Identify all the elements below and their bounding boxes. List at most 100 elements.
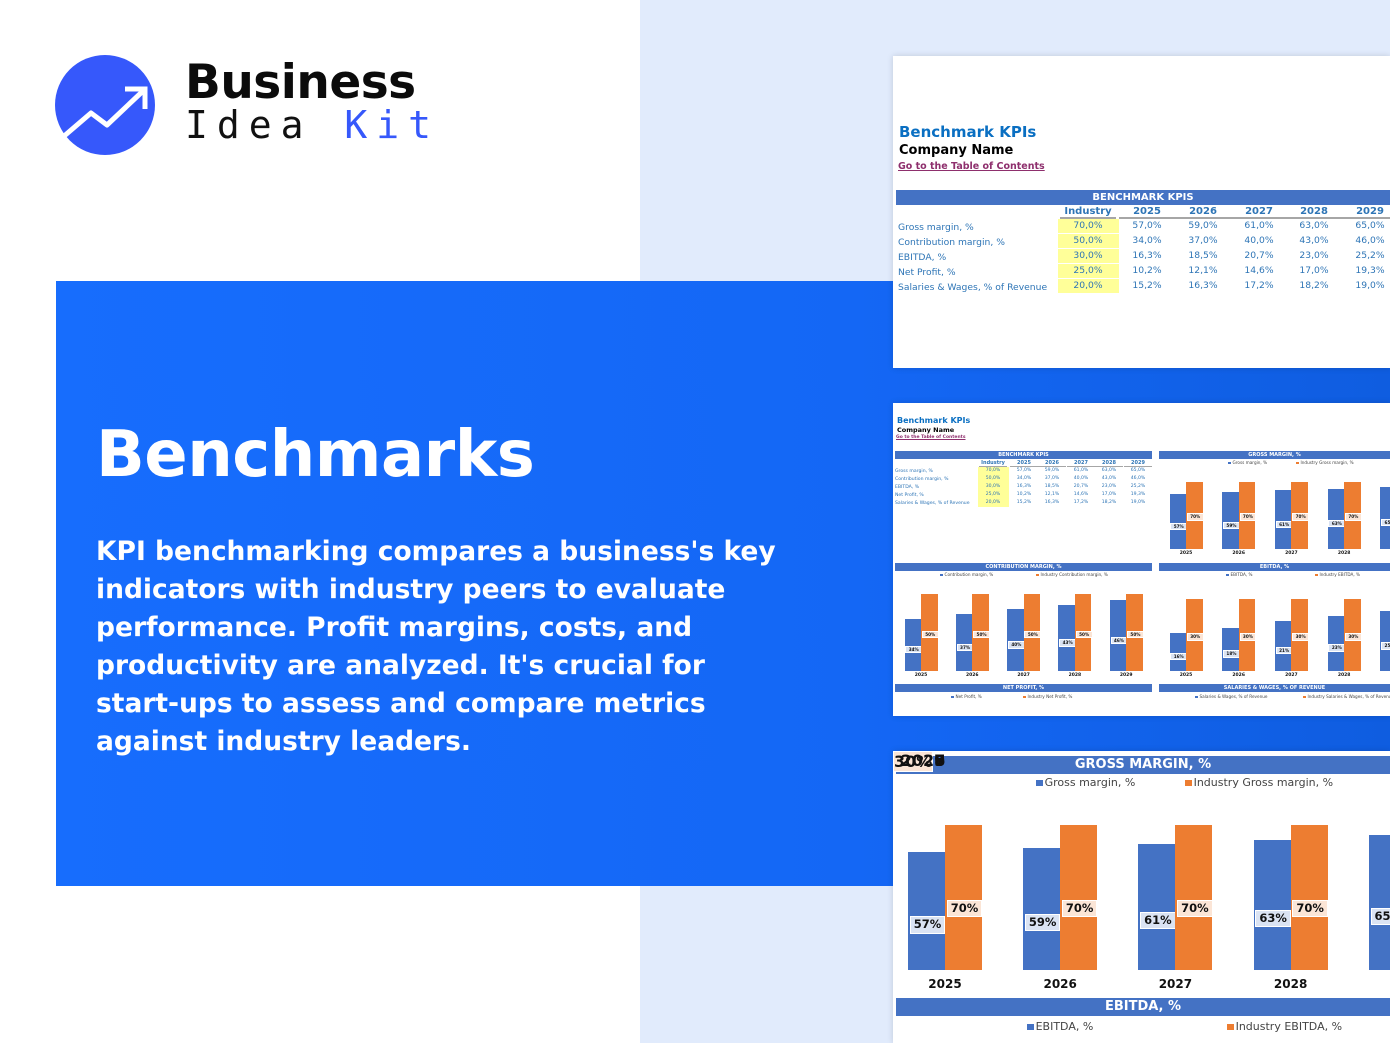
row-label: EBITDA, % <box>895 485 920 490</box>
legend-swatch <box>1036 573 1039 577</box>
table-cell: 18,5% <box>1044 484 1060 490</box>
table-header: BENCHMARK KPIS <box>895 451 1152 459</box>
column-header: 2027 <box>1231 206 1287 219</box>
table-header: BENCHMARK KPIS <box>896 190 1390 205</box>
table-cell: 25,0% <box>1057 264 1119 279</box>
table-cell: 34,0% <box>1016 476 1032 482</box>
chart-title: GROSS MARGIN, % <box>896 756 1390 774</box>
table-cell: 43,0% <box>1299 235 1329 246</box>
table-cell: 19,3% <box>1355 265 1385 276</box>
data-label: 25% <box>1381 642 1390 650</box>
legend-label: Industry Gross margin, % <box>1300 460 1354 465</box>
legend-label: Industry Net Profit, % <box>1027 694 1073 699</box>
chart-title: SALARIES & WAGES, % OF REVENUE <box>1159 684 1390 692</box>
bar <box>1023 847 1061 970</box>
category-label: 2028 <box>1337 673 1351 678</box>
bar <box>1274 620 1292 671</box>
table-cell: 25,0% <box>977 491 1009 499</box>
toc-link[interactable]: Go to the Table of Contents <box>896 435 966 440</box>
data-label: 46% <box>1110 636 1128 645</box>
row-label: Contribution margin, % <box>895 477 949 482</box>
toc-link[interactable]: Go to the Table of Contents <box>898 161 1045 172</box>
data-label: 65% <box>1381 518 1390 527</box>
table-cell: 16,3% <box>1016 484 1032 490</box>
data-label: 30% <box>1186 633 1204 641</box>
category-label: 2027 <box>1017 673 1030 678</box>
table-cell: 18,2% <box>1299 280 1329 291</box>
data-label: 70% <box>1239 513 1257 522</box>
table-cell: 65,0% <box>1130 468 1146 474</box>
bar <box>1368 835 1390 970</box>
category-label: 2028 <box>1273 977 1308 991</box>
category-label: 2029 <box>1367 551 1390 556</box>
table-cell: 46,0% <box>1130 476 1146 482</box>
row-label: Gross margin, % <box>898 222 974 233</box>
legend-label: EBITDA, % <box>1035 1020 1094 1033</box>
data-label: 37% <box>956 643 974 652</box>
bar <box>1253 839 1291 970</box>
legend-swatch <box>951 695 954 699</box>
category-label: 2026 <box>1232 673 1245 678</box>
table-cell: 59,0% <box>1044 468 1060 474</box>
table-cell: 20,7% <box>1244 250 1274 261</box>
data-label: 61% <box>1275 520 1293 529</box>
bar <box>955 614 973 671</box>
legend-label: Industry EBITDA, % <box>1319 572 1361 577</box>
table-cell: 18,2% <box>1101 500 1117 506</box>
category-label: 2026 <box>966 673 979 678</box>
data-label: 59% <box>1223 521 1240 530</box>
table-cell: 63,0% <box>1299 220 1329 231</box>
bar <box>1327 615 1345 671</box>
bar <box>1169 494 1186 549</box>
table-cell: 50,0% <box>1057 234 1119 249</box>
bar <box>1290 825 1328 970</box>
bar <box>1222 492 1239 549</box>
legend-item: Industry Net Profit, % <box>1023 694 1072 699</box>
hero-line: start-ups to assess and compare metrics <box>96 688 706 719</box>
row-label: Net Profit, % <box>895 493 924 498</box>
bar <box>1380 611 1390 671</box>
bar <box>1109 600 1127 671</box>
data-label: 70% <box>1292 899 1328 918</box>
legend-label: Gross margin, % <box>1044 776 1136 789</box>
table-cell: 57,0% <box>1132 220 1162 231</box>
data-label: 70% <box>1186 513 1204 522</box>
spreadsheet-preview-dashboard: Benchmark KPIs Company Name Go to the Ta… <box>893 403 1390 716</box>
legend-label: Industry Salaries & Wages, % of Revenue <box>1307 694 1390 699</box>
legend-item: Industry Contribution margin, % <box>1036 572 1108 577</box>
data-label: 70% <box>1344 513 1362 522</box>
chart-title: GROSS MARGIN, % <box>1159 451 1390 459</box>
category-label: 2028 <box>1068 673 1082 678</box>
hero-line: productivity are analyzed. It's crucial … <box>96 650 705 681</box>
legend-label: Industry Contribution margin, % <box>1040 572 1108 577</box>
legend-swatch <box>1195 695 1198 699</box>
table-cell: 37,0% <box>1188 235 1218 246</box>
table-cell: 70,0% <box>1057 219 1119 234</box>
legend-swatch <box>1228 461 1231 465</box>
data-label: 16% <box>1170 652 1188 661</box>
spreadsheet-preview-chart: GROSS MARGIN, % Gross margin, % Industry G… <box>893 751 1390 1043</box>
bar <box>1060 825 1098 970</box>
table-cell: 15,2% <box>1132 280 1162 291</box>
bar <box>1175 825 1213 970</box>
table-cell: 43,0% <box>1101 476 1117 482</box>
data-label: 63% <box>1255 909 1291 928</box>
brand-name-bottom: Idea Kit <box>185 103 440 147</box>
data-label: 63% <box>1328 519 1346 528</box>
legend-item: Industry Gross margin, % <box>1296 460 1354 465</box>
table-cell: 12,1% <box>1188 265 1218 276</box>
legend-swatch <box>1027 1023 1034 1031</box>
legend-swatch <box>1185 779 1192 787</box>
table-cell: 14,6% <box>1073 492 1089 498</box>
legend-swatch <box>1227 1023 1234 1031</box>
table-cell: 25,2% <box>1130 484 1146 490</box>
category-label: 2027 <box>1285 673 1298 678</box>
data-label: 70% <box>1062 899 1098 918</box>
column-header: 2028 <box>1095 460 1123 467</box>
table-cell: 63,0% <box>1101 468 1117 474</box>
table-cell: 30,0% <box>1057 249 1119 264</box>
bar <box>1222 627 1239 671</box>
legend-label: Gross margin, % <box>1232 460 1268 465</box>
legend-label: Industry EBITDA, % <box>1235 1020 1343 1033</box>
chart-title: CONTRIBUTION MARGIN, % <box>895 563 1152 571</box>
